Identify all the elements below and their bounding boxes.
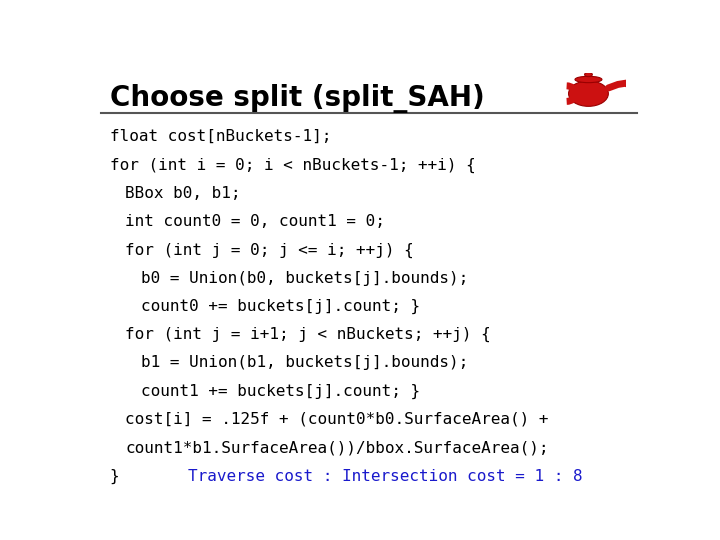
Text: b0 = Union(b0, buckets[j].bounds);: b0 = Union(b0, buckets[j].bounds); [141, 271, 468, 286]
Text: count1 += buckets[j].count; }: count1 += buckets[j].count; } [141, 384, 420, 399]
Text: cost[i] = .125f + (count0*b0.SurfaceArea() +: cost[i] = .125f + (count0*b0.SurfaceArea… [125, 412, 549, 427]
Text: Traverse cost : Intersection cost = 1 : 8: Traverse cost : Intersection cost = 1 : … [188, 469, 582, 483]
Text: for (int i = 0; i < nBuckets-1; ++i) {: for (int i = 0; i < nBuckets-1; ++i) { [109, 158, 475, 173]
Text: b1 = Union(b1, buckets[j].bounds);: b1 = Union(b1, buckets[j].bounds); [141, 355, 468, 370]
Text: count0 += buckets[j].count; }: count0 += buckets[j].count; } [141, 299, 420, 314]
Text: }: } [109, 469, 119, 484]
Text: BBox b0, b1;: BBox b0, b1; [125, 186, 240, 201]
Text: Choose split (split_SAH): Choose split (split_SAH) [109, 84, 485, 112]
Text: for (int j = 0; j <= i; ++j) {: for (int j = 0; j <= i; ++j) { [125, 242, 414, 258]
Text: int count0 = 0, count1 = 0;: int count0 = 0, count1 = 0; [125, 214, 385, 229]
Text: for (int j = i+1; j < nBuckets; ++j) {: for (int j = i+1; j < nBuckets; ++j) { [125, 327, 491, 342]
Text: count1*b1.SurfaceArea())/bbox.SurfaceArea();: count1*b1.SurfaceArea())/bbox.SurfaceAre… [125, 440, 549, 455]
Text: float cost[nBuckets-1];: float cost[nBuckets-1]; [109, 129, 331, 144]
